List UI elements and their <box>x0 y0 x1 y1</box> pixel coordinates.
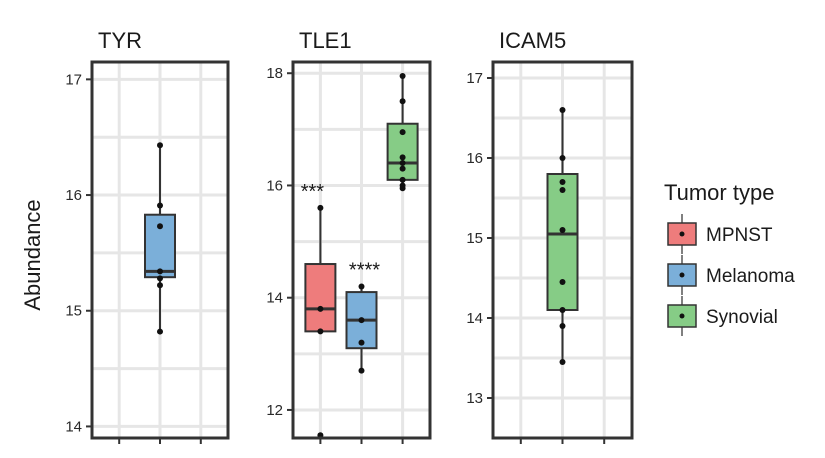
data-point <box>157 202 163 209</box>
data-point <box>157 275 163 282</box>
y-tick-label: 17 <box>65 71 82 88</box>
legend-key-point <box>679 272 685 278</box>
data-point <box>399 185 406 192</box>
y-tick-label: 12 <box>266 402 283 419</box>
data-point <box>358 339 365 346</box>
panels-layer: 14151617TYR12141618*******TLE11314151617… <box>65 28 634 444</box>
data-point <box>559 107 566 113</box>
data-point <box>358 317 365 324</box>
legend-label: MPNST <box>706 225 773 246</box>
box-synovial <box>386 73 419 192</box>
legend-key-synovial <box>667 296 697 336</box>
data-point <box>399 160 406 167</box>
data-point <box>399 176 406 183</box>
data-point <box>399 129 406 136</box>
panel-border <box>291 60 432 440</box>
data-point <box>559 359 566 365</box>
y-tick-label: 16 <box>65 187 82 204</box>
y-tick-label: 15 <box>65 303 82 320</box>
data-point <box>157 328 163 335</box>
data-point <box>317 328 324 335</box>
data-point <box>559 155 566 161</box>
y-tick-label: 14 <box>266 290 283 307</box>
data-point <box>157 282 163 289</box>
data-point <box>157 142 163 149</box>
data-point <box>559 323 566 329</box>
panel-title: TLE1 <box>299 28 352 53</box>
significance-label: **** <box>349 259 380 281</box>
legend-key-point <box>679 231 685 237</box>
data-point <box>317 305 324 312</box>
panel-tyr: 14 15 16 17 TYR <box>65 28 230 444</box>
y-tick-label: 15 <box>466 230 483 247</box>
y-tick-label: 17 <box>466 70 483 87</box>
y-tick-label: 14 <box>65 418 82 435</box>
box-iqr <box>304 263 337 333</box>
legend-label: Synovial <box>706 307 778 328</box>
y-tick-label: 18 <box>266 65 283 82</box>
legend-key-mpnst <box>667 214 697 254</box>
significance-label: *** <box>301 181 325 203</box>
legend-title: Tumor type <box>664 180 774 205</box>
panel-border <box>491 60 634 440</box>
box-mpnst: *** <box>301 181 337 439</box>
box-iqr <box>546 173 579 311</box>
data-point <box>358 367 365 374</box>
data-point <box>559 187 566 193</box>
legend-label: Melanoma <box>706 266 795 287</box>
legend: Tumor type MPNST Melanoma Synovial <box>664 180 795 336</box>
box-synovial <box>546 107 579 365</box>
panel-title: ICAM5 <box>499 28 566 53</box>
data-point <box>559 227 566 233</box>
y-tick-label: 13 <box>466 390 483 407</box>
y-tick-label: 16 <box>266 177 283 194</box>
data-point <box>559 307 566 313</box>
legend-key-point <box>679 313 685 319</box>
box-melanoma: **** <box>345 259 380 374</box>
data-point <box>559 279 566 285</box>
panel-icam5: 13 14 15 16 17 ICAM5 <box>466 28 634 444</box>
y-tick-label: 16 <box>466 150 483 167</box>
panel-title: TYR <box>98 28 142 53</box>
data-point <box>399 154 406 161</box>
box-melanoma <box>144 142 176 335</box>
data-point <box>317 204 324 211</box>
y-axis-title: Abundance <box>20 199 45 310</box>
panel-border <box>90 60 230 440</box>
data-point <box>358 283 365 290</box>
data-point <box>157 268 163 275</box>
y-tick-label: 14 <box>466 310 483 327</box>
data-point <box>399 73 406 80</box>
data-point <box>157 223 163 230</box>
data-point <box>399 98 406 105</box>
data-point <box>399 165 406 172</box>
legend-key-melanoma <box>667 255 697 295</box>
data-point <box>559 179 566 185</box>
